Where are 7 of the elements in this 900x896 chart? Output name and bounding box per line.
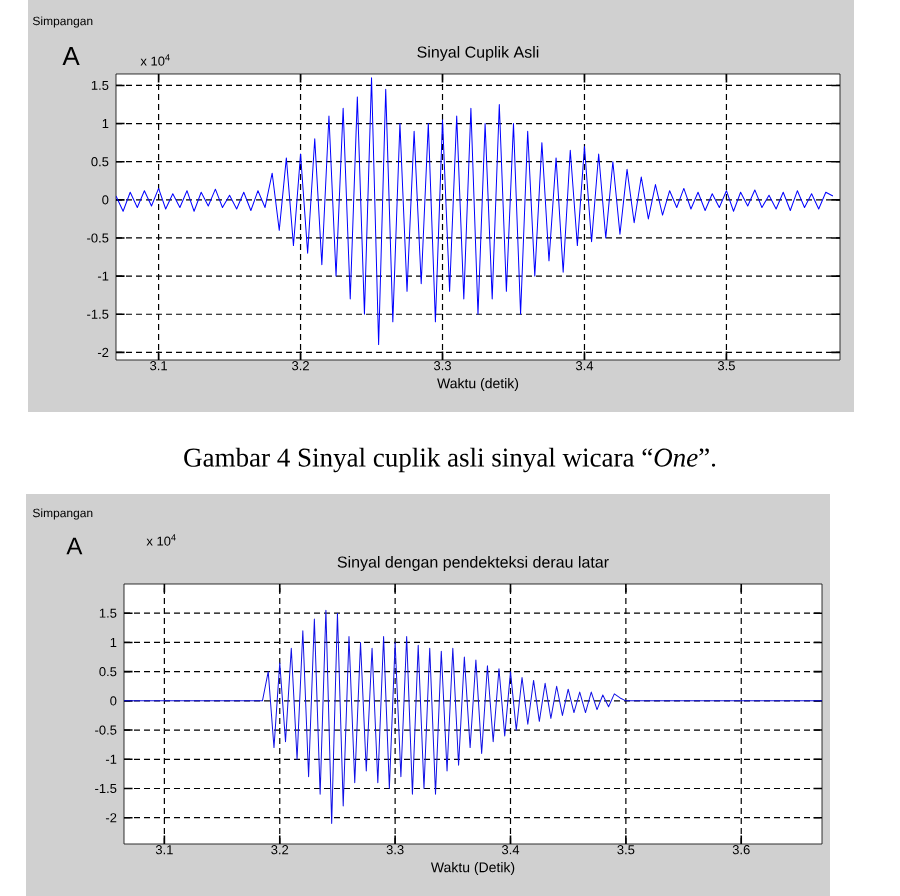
text: A bbox=[66, 537, 83, 555]
chart-title: Sinyal Cuplik Asli bbox=[417, 46, 539, 61]
line-series bbox=[124, 609, 822, 825]
text: A bbox=[62, 47, 80, 65]
line-series bbox=[116, 77, 834, 346]
text: Gambar 4 Sinyal cuplik asli sinyal wicara “One”. bbox=[184, 447, 716, 473]
chart-title: Sinyal dengan pendekteksi derau latar bbox=[337, 556, 609, 571]
